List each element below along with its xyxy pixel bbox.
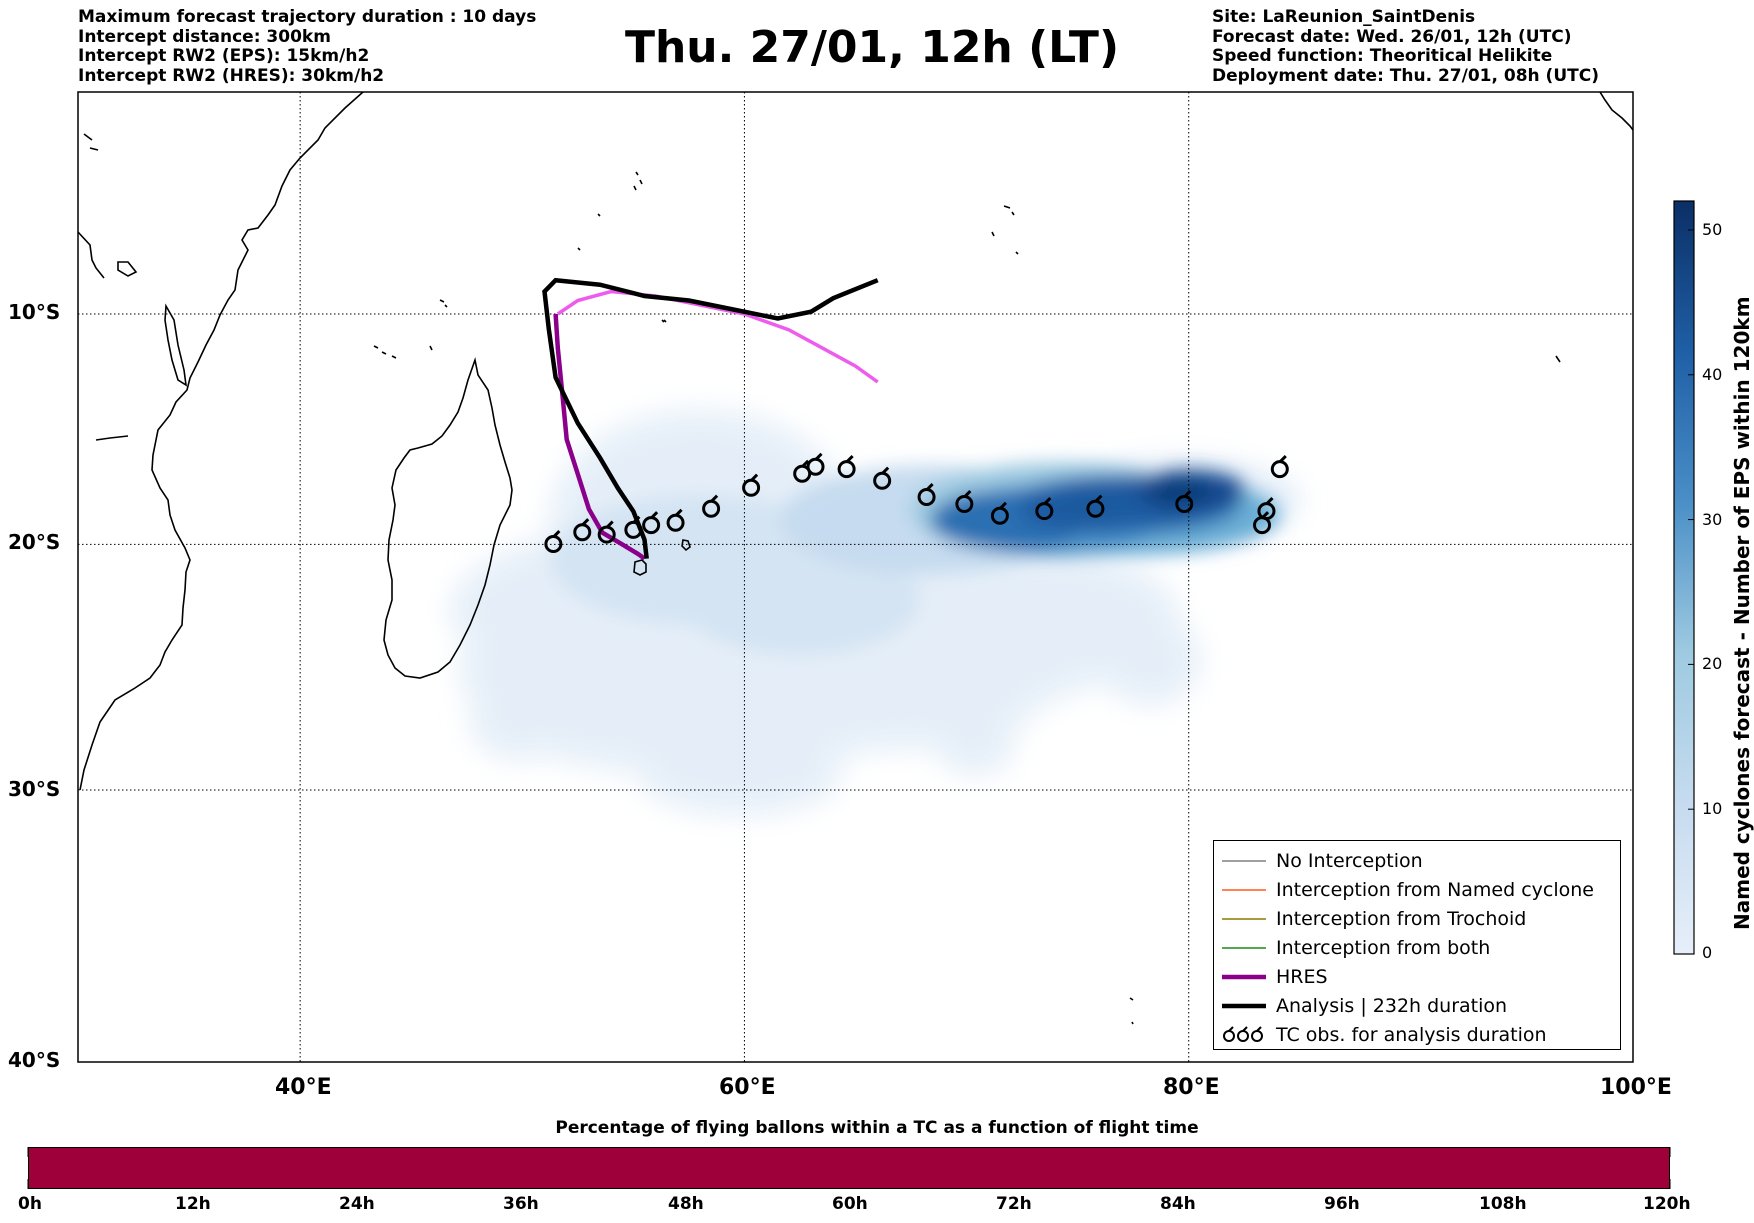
tc-obs-marker	[1257, 497, 1276, 521]
cyclone-symbol-icon	[1223, 1026, 1263, 1042]
legend-label: HRES	[1276, 966, 1328, 988]
madagascar-coastline	[383, 356, 513, 679]
reunion-island	[633, 559, 647, 576]
header-line: Site: LaReunion_SaintDenis	[1212, 7, 1476, 27]
lat-label: 40°S	[8, 1048, 61, 1072]
colorbar-tick-label: 0	[1702, 943, 1713, 962]
inland-lakes	[83, 133, 188, 441]
time-tick-label: 72h	[996, 1194, 1032, 1214]
tc-obs-marker	[990, 501, 1009, 525]
lon-label: 80°E	[1163, 1075, 1220, 1100]
time-tick-label: 96h	[1324, 1194, 1360, 1214]
tc-obs-marker	[806, 452, 825, 476]
africa-coastline	[79, 92, 364, 791]
header-line: Deployment date: Thu. 27/01, 08h (UTC)	[1212, 65, 1599, 86]
tc-obs-marker	[1270, 455, 1289, 479]
header-line: Forecast date: Wed. 26/01, 12h (UTC)	[1212, 26, 1572, 47]
time-tick-label: 84h	[1160, 1194, 1196, 1214]
time-tick-label: 120h	[1643, 1194, 1691, 1214]
colorbar-tick-label: 20	[1702, 654, 1723, 673]
time-bar-title: Percentage of flying ballons within a TC…	[555, 1118, 1199, 1138]
tc-obs-marker	[1086, 494, 1105, 518]
tc-obs-marker	[873, 466, 892, 490]
seychelles-islands	[577, 171, 665, 323]
tc-observations	[544, 452, 1289, 554]
comoros-islands	[373, 345, 433, 359]
tc-obs-marker	[573, 518, 592, 542]
lon-label: 40°E	[275, 1075, 332, 1100]
lat-label: 20°S	[8, 530, 61, 554]
header-line: Intercept RW2 (EPS): 15km/h2	[78, 46, 370, 66]
tc-obs-marker	[955, 489, 974, 514]
map-area	[78, 92, 1633, 1062]
time-tick-label: 0h	[18, 1194, 42, 1214]
legend-label: Interception from Trochoid	[1276, 908, 1527, 930]
legend-label: Analysis | 232h duration	[1276, 995, 1508, 1017]
time-tick-label: 60h	[832, 1194, 868, 1214]
legend-label: No Interception	[1276, 850, 1423, 872]
legend-line-purple	[1222, 974, 1266, 980]
colorbar-title: Named cyclones forecast - Number of EPS …	[1730, 296, 1754, 930]
header-line: Intercept RW2 (HRES): 30km/h2	[78, 65, 385, 86]
header-line: Maximum forecast trajectory duration : 1…	[78, 7, 537, 27]
tc-obs-marker	[666, 508, 685, 532]
colorbar-tick-label: 50	[1702, 220, 1723, 239]
legend-label: Interception from both	[1276, 937, 1491, 959]
tc-obs-marker	[742, 473, 761, 497]
header-line: Intercept distance: 300km	[78, 26, 331, 47]
legend-line-olive	[1222, 918, 1266, 920]
legend-line-black	[1222, 1003, 1266, 1009]
time-bar	[28, 1147, 1670, 1189]
analysis-track	[542, 277, 879, 559]
lat-label: 30°S	[8, 777, 61, 801]
colorbar-ticks	[1688, 229, 1694, 955]
mauritius-island	[681, 539, 691, 552]
legend: No Interception Interception from Named …	[1213, 840, 1621, 1050]
header-line: Speed function: Theoritical Helikite	[1212, 46, 1553, 66]
map-title: Thu. 27/01, 12h (LT)	[624, 22, 1120, 73]
header-info-left: Maximum forecast trajectory duration : 1…	[78, 7, 537, 86]
eps-density-field	[450, 410, 1300, 815]
colorbar-tick-label: 30	[1702, 510, 1723, 529]
lon-label: 100°E	[1600, 1075, 1672, 1100]
legend-line-grey	[1222, 860, 1266, 862]
tc-obs-marker	[793, 459, 812, 483]
tc-obs-marker	[917, 482, 936, 507]
tc-obs-marker	[597, 520, 616, 544]
india-coastline	[1599, 92, 1633, 131]
tc-obs-marker	[1175, 489, 1194, 514]
time-tick-label: 48h	[668, 1194, 704, 1214]
hres-track	[553, 313, 646, 561]
legend-label: Interception from Named cyclone	[1276, 879, 1594, 901]
small-islands	[439, 205, 1561, 1025]
tc-obs-marker	[642, 511, 661, 535]
time-tick-label: 108h	[1479, 1194, 1527, 1214]
tc-obs-marker	[837, 455, 856, 479]
colorbar	[1673, 200, 1695, 955]
colorbar-tick-label: 10	[1702, 799, 1723, 818]
time-tick-label: 12h	[175, 1194, 211, 1214]
map-title-container: Thu. 27/01, 12h (LT)	[0, 22, 1754, 73]
time-tick-label: 36h	[503, 1194, 539, 1214]
colorbar-tick-label: 40	[1702, 365, 1723, 384]
coastlines	[78, 92, 1633, 1025]
legend-line-orange	[1222, 889, 1266, 891]
gridlines	[78, 92, 1633, 1062]
tc-obs-marker	[1035, 497, 1054, 521]
header-info-right: Site: LaReunion_SaintDenis Forecast date…	[1212, 7, 1599, 86]
lat-label: 10°S	[8, 300, 61, 324]
map-frame	[77, 91, 1634, 1063]
horn-coastline	[78, 231, 105, 279]
tc-obs-marker	[544, 529, 563, 554]
tc-obs-marker	[624, 515, 643, 539]
legend-line-green	[1222, 947, 1266, 949]
tc-obs-marker	[702, 494, 721, 518]
lon-label: 60°E	[719, 1075, 776, 1100]
time-tick-label: 24h	[339, 1194, 375, 1214]
legend-label: TC obs. for analysis duration	[1276, 1024, 1547, 1046]
